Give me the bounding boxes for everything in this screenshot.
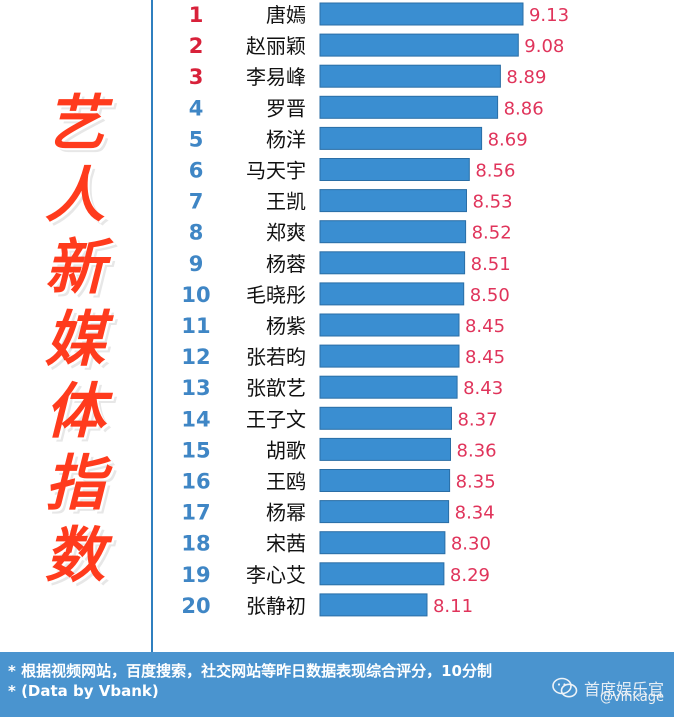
rank-label: 3 bbox=[189, 65, 204, 89]
rank-label: 20 bbox=[181, 594, 210, 618]
value-label: 8.43 bbox=[463, 378, 503, 399]
title-char: 媒 bbox=[45, 305, 105, 375]
rank-label: 10 bbox=[181, 283, 210, 307]
rank-label: 1 bbox=[189, 3, 204, 27]
value-label: 9.13 bbox=[529, 5, 569, 26]
bar bbox=[319, 344, 460, 368]
value-label: 8.69 bbox=[488, 129, 528, 150]
bar bbox=[319, 64, 501, 88]
value-label: 8.11 bbox=[433, 596, 473, 617]
rank-label: 7 bbox=[189, 190, 204, 214]
artist-name: 杨紫 bbox=[266, 314, 306, 338]
bar bbox=[319, 33, 519, 57]
bar bbox=[319, 220, 467, 244]
artist-name: 张若昀 bbox=[246, 345, 306, 369]
artist-name: 李心艾 bbox=[246, 563, 306, 587]
artist-name: 杨幂 bbox=[266, 501, 306, 525]
watermark: 首席娱乐官 @vinkage bbox=[552, 676, 664, 705]
value-label: 8.45 bbox=[465, 347, 505, 368]
value-label: 8.50 bbox=[470, 285, 510, 306]
bar bbox=[319, 126, 483, 150]
value-label: 8.36 bbox=[457, 440, 497, 461]
rank-label: 19 bbox=[181, 563, 210, 587]
rank-label: 15 bbox=[181, 438, 210, 462]
rank-label: 17 bbox=[181, 501, 210, 525]
value-label: 8.51 bbox=[471, 254, 511, 275]
footer-note-source: * (Data by Vbank) bbox=[8, 682, 159, 700]
value-label: 8.30 bbox=[451, 534, 491, 555]
watermark-text: 首席娱乐官 bbox=[583, 680, 664, 699]
artist-name: 马天宇 bbox=[246, 159, 306, 183]
bar bbox=[319, 2, 524, 26]
bar bbox=[319, 189, 467, 213]
artist-name: 张静初 bbox=[246, 594, 306, 618]
artist-name: 李易峰 bbox=[246, 65, 306, 89]
value-label: 8.86 bbox=[504, 98, 544, 119]
footer-banner: * 根据视频网站，百度搜索，社交网站等昨日数据表现综合评分，10分制 * (Da… bbox=[0, 652, 674, 717]
value-label: 8.45 bbox=[465, 316, 505, 337]
title-char: 体 bbox=[45, 377, 105, 447]
artist-name: 毛晓彤 bbox=[246, 283, 306, 307]
rank-label: 4 bbox=[189, 96, 204, 120]
value-label: 8.53 bbox=[473, 192, 513, 213]
value-label: 8.34 bbox=[455, 503, 495, 524]
title-char: 人 bbox=[45, 161, 105, 231]
artist-name: 王子文 bbox=[246, 407, 306, 431]
bar bbox=[319, 593, 428, 617]
artist-name: 唐嫣 bbox=[266, 3, 306, 27]
rank-label: 9 bbox=[189, 252, 204, 276]
value-label: 9.08 bbox=[524, 36, 564, 57]
artist-name: 王凯 bbox=[266, 190, 306, 214]
bar bbox=[319, 158, 470, 181]
bar bbox=[319, 282, 465, 306]
artist-name: 宋茜 bbox=[266, 532, 306, 556]
rank-label: 14 bbox=[181, 407, 210, 431]
bar bbox=[319, 95, 499, 119]
rank-label: 13 bbox=[181, 376, 210, 400]
value-label: 8.89 bbox=[506, 67, 546, 88]
watermark-handle: @vinkage bbox=[599, 690, 664, 705]
artist-name: 胡歌 bbox=[266, 438, 306, 462]
value-label: 8.29 bbox=[450, 565, 490, 586]
rank-label: 16 bbox=[181, 470, 210, 494]
artist-name: 罗晋 bbox=[266, 96, 306, 120]
rank-label: 12 bbox=[181, 345, 210, 369]
artist-name: 张歆艺 bbox=[246, 376, 306, 400]
artist-name: 郑爽 bbox=[266, 221, 306, 245]
bar bbox=[319, 437, 451, 461]
value-label: 8.37 bbox=[457, 409, 497, 430]
title-char: 新 bbox=[45, 233, 105, 303]
artist-name: 杨洋 bbox=[266, 127, 306, 151]
rank-label: 6 bbox=[189, 159, 204, 183]
title-char: 指 bbox=[45, 449, 105, 519]
footer-note-method: * 根据视频网站，百度搜索，社交网站等昨日数据表现综合评分，10分制 bbox=[8, 662, 492, 680]
wechat-icon bbox=[552, 677, 578, 698]
rank-label: 11 bbox=[181, 314, 210, 338]
bar bbox=[319, 251, 466, 275]
artist-name: 杨蓉 bbox=[266, 252, 306, 276]
rank-label: 5 bbox=[189, 127, 204, 151]
value-label: 8.52 bbox=[472, 223, 512, 244]
vertical-title: 艺 人 新 媒 体 指 数 bbox=[20, 88, 130, 592]
rank-label: 8 bbox=[189, 221, 204, 245]
bar bbox=[319, 313, 460, 337]
value-label: 8.35 bbox=[456, 472, 496, 493]
bar bbox=[319, 469, 451, 492]
bar bbox=[319, 562, 445, 586]
bar bbox=[319, 500, 450, 524]
bar-chart-svg: 1 唐嫣 9.13 2 赵丽颖 9.08 3 李易峰 8.89 4 罗晋 8.86 5 杨洋 8.69 6 马天… bbox=[181, 2, 569, 618]
bar bbox=[319, 406, 452, 430]
artist-name: 王鸥 bbox=[266, 470, 306, 494]
bar bbox=[319, 531, 446, 555]
bar bbox=[319, 375, 458, 399]
title-char: 数 bbox=[45, 521, 105, 591]
vertical-divider bbox=[151, 0, 153, 652]
artist-name: 赵丽颖 bbox=[246, 34, 306, 58]
rank-label: 2 bbox=[189, 34, 204, 58]
rank-label: 18 bbox=[181, 532, 210, 556]
title-char: 艺 bbox=[45, 89, 105, 159]
value-label: 8.56 bbox=[475, 161, 515, 182]
